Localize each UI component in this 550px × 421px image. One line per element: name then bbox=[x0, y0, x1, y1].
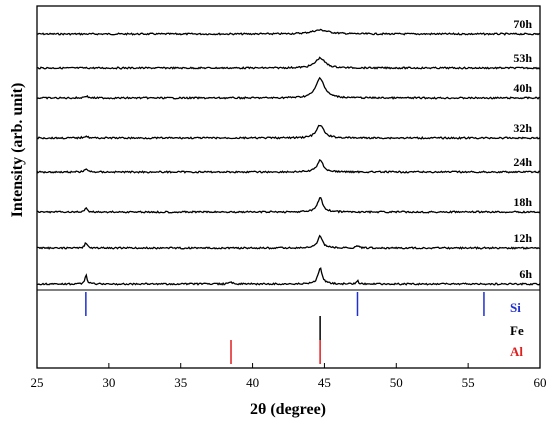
series-label-12h: 12h bbox=[513, 231, 532, 245]
series-line-70h bbox=[36, 28, 541, 36]
x-axis-title: 2θ (degree) bbox=[250, 401, 326, 418]
reference-layer: Si Fe Al bbox=[85, 292, 524, 364]
plot-frame bbox=[36, 5, 541, 369]
series-label-70h: 70h bbox=[513, 17, 532, 31]
series-layer: 70h 53h 40h 32h 24h 18h 12h 6h bbox=[36, 17, 541, 286]
series-line-32h bbox=[36, 124, 541, 140]
y-axis-title: Intensity (arb. unit) bbox=[9, 83, 26, 218]
series-label-24h: 24h bbox=[513, 155, 532, 169]
ref-label-fe: Fe bbox=[510, 323, 524, 338]
x-tick-label: 55 bbox=[462, 375, 475, 390]
series-label-32h: 32h bbox=[513, 121, 532, 135]
ref-label-al: Al bbox=[510, 344, 523, 359]
series-line-53h bbox=[36, 56, 541, 70]
x-tick-label: 25 bbox=[31, 375, 44, 390]
x-tick-label: 60 bbox=[534, 375, 547, 390]
x-tick-label: 30 bbox=[102, 375, 115, 390]
series-line-6h bbox=[36, 267, 541, 286]
series-line-12h bbox=[36, 234, 541, 250]
series-line-24h bbox=[36, 158, 541, 174]
x-tick-label: 35 bbox=[174, 375, 187, 390]
series-line-18h bbox=[36, 197, 541, 214]
x-tick-label: 45 bbox=[318, 375, 331, 390]
x-axis-ticks: 25 30 35 40 45 50 55 60 bbox=[31, 363, 547, 390]
series-line-40h bbox=[36, 76, 541, 100]
ref-label-si: Si bbox=[510, 300, 521, 315]
series-label-40h: 40h bbox=[513, 81, 532, 95]
series-label-18h: 18h bbox=[513, 195, 532, 209]
x-tick-label: 40 bbox=[246, 375, 259, 390]
x-tick-label: 50 bbox=[390, 375, 403, 390]
series-label-6h: 6h bbox=[519, 267, 532, 281]
series-label-53h: 53h bbox=[513, 51, 532, 65]
